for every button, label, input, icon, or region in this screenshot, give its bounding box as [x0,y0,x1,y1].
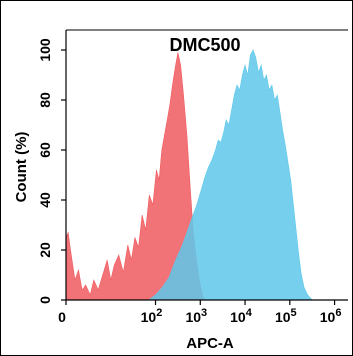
y-tick-label: 100 [37,38,53,62]
y-tick-label: 20 [37,242,53,258]
x-tick-label: 104 [230,307,253,325]
histogram-series-1 [65,52,205,301]
x-axis-title: APC-A [186,335,234,352]
y-axis-title: Count (%) [13,132,30,203]
y-tick-label: 80 [37,92,53,108]
histogram-series-2 [147,49,313,301]
y-tick-label: 0 [37,296,53,304]
chart-title: DMC500 [169,35,240,55]
x-tick-label: 105 [275,307,297,325]
x-tick-label: 103 [185,307,207,325]
x-tick-label: 0 [58,309,66,325]
series-layer [65,49,313,301]
x-tick-label: 102 [141,307,163,325]
y-tick-label: 60 [37,142,53,158]
x-tick-label: 106 [320,307,342,325]
y-tick-label: 40 [37,192,53,208]
